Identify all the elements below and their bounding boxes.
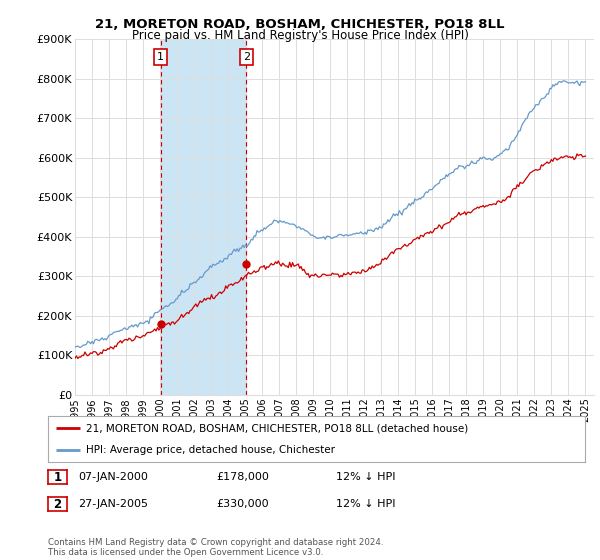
Text: 12% ↓ HPI: 12% ↓ HPI: [336, 472, 395, 482]
Text: 12% ↓ HPI: 12% ↓ HPI: [336, 499, 395, 509]
Text: 1: 1: [53, 470, 62, 484]
Text: HPI: Average price, detached house, Chichester: HPI: Average price, detached house, Chic…: [86, 445, 335, 455]
Text: 07-JAN-2000: 07-JAN-2000: [78, 472, 148, 482]
Text: £178,000: £178,000: [216, 472, 269, 482]
Text: Price paid vs. HM Land Registry's House Price Index (HPI): Price paid vs. HM Land Registry's House …: [131, 29, 469, 42]
Text: 21, MORETON ROAD, BOSHAM, CHICHESTER, PO18 8LL (detached house): 21, MORETON ROAD, BOSHAM, CHICHESTER, PO…: [86, 423, 468, 433]
Text: 21, MORETON ROAD, BOSHAM, CHICHESTER, PO18 8LL: 21, MORETON ROAD, BOSHAM, CHICHESTER, PO…: [95, 18, 505, 31]
Text: Contains HM Land Registry data © Crown copyright and database right 2024.
This d: Contains HM Land Registry data © Crown c…: [48, 538, 383, 557]
Text: 2: 2: [53, 497, 62, 511]
Bar: [161, 39, 247, 395]
Text: 27-JAN-2005: 27-JAN-2005: [78, 499, 148, 509]
Text: 1: 1: [157, 52, 164, 62]
Text: £330,000: £330,000: [216, 499, 269, 509]
Text: 2: 2: [243, 52, 250, 62]
